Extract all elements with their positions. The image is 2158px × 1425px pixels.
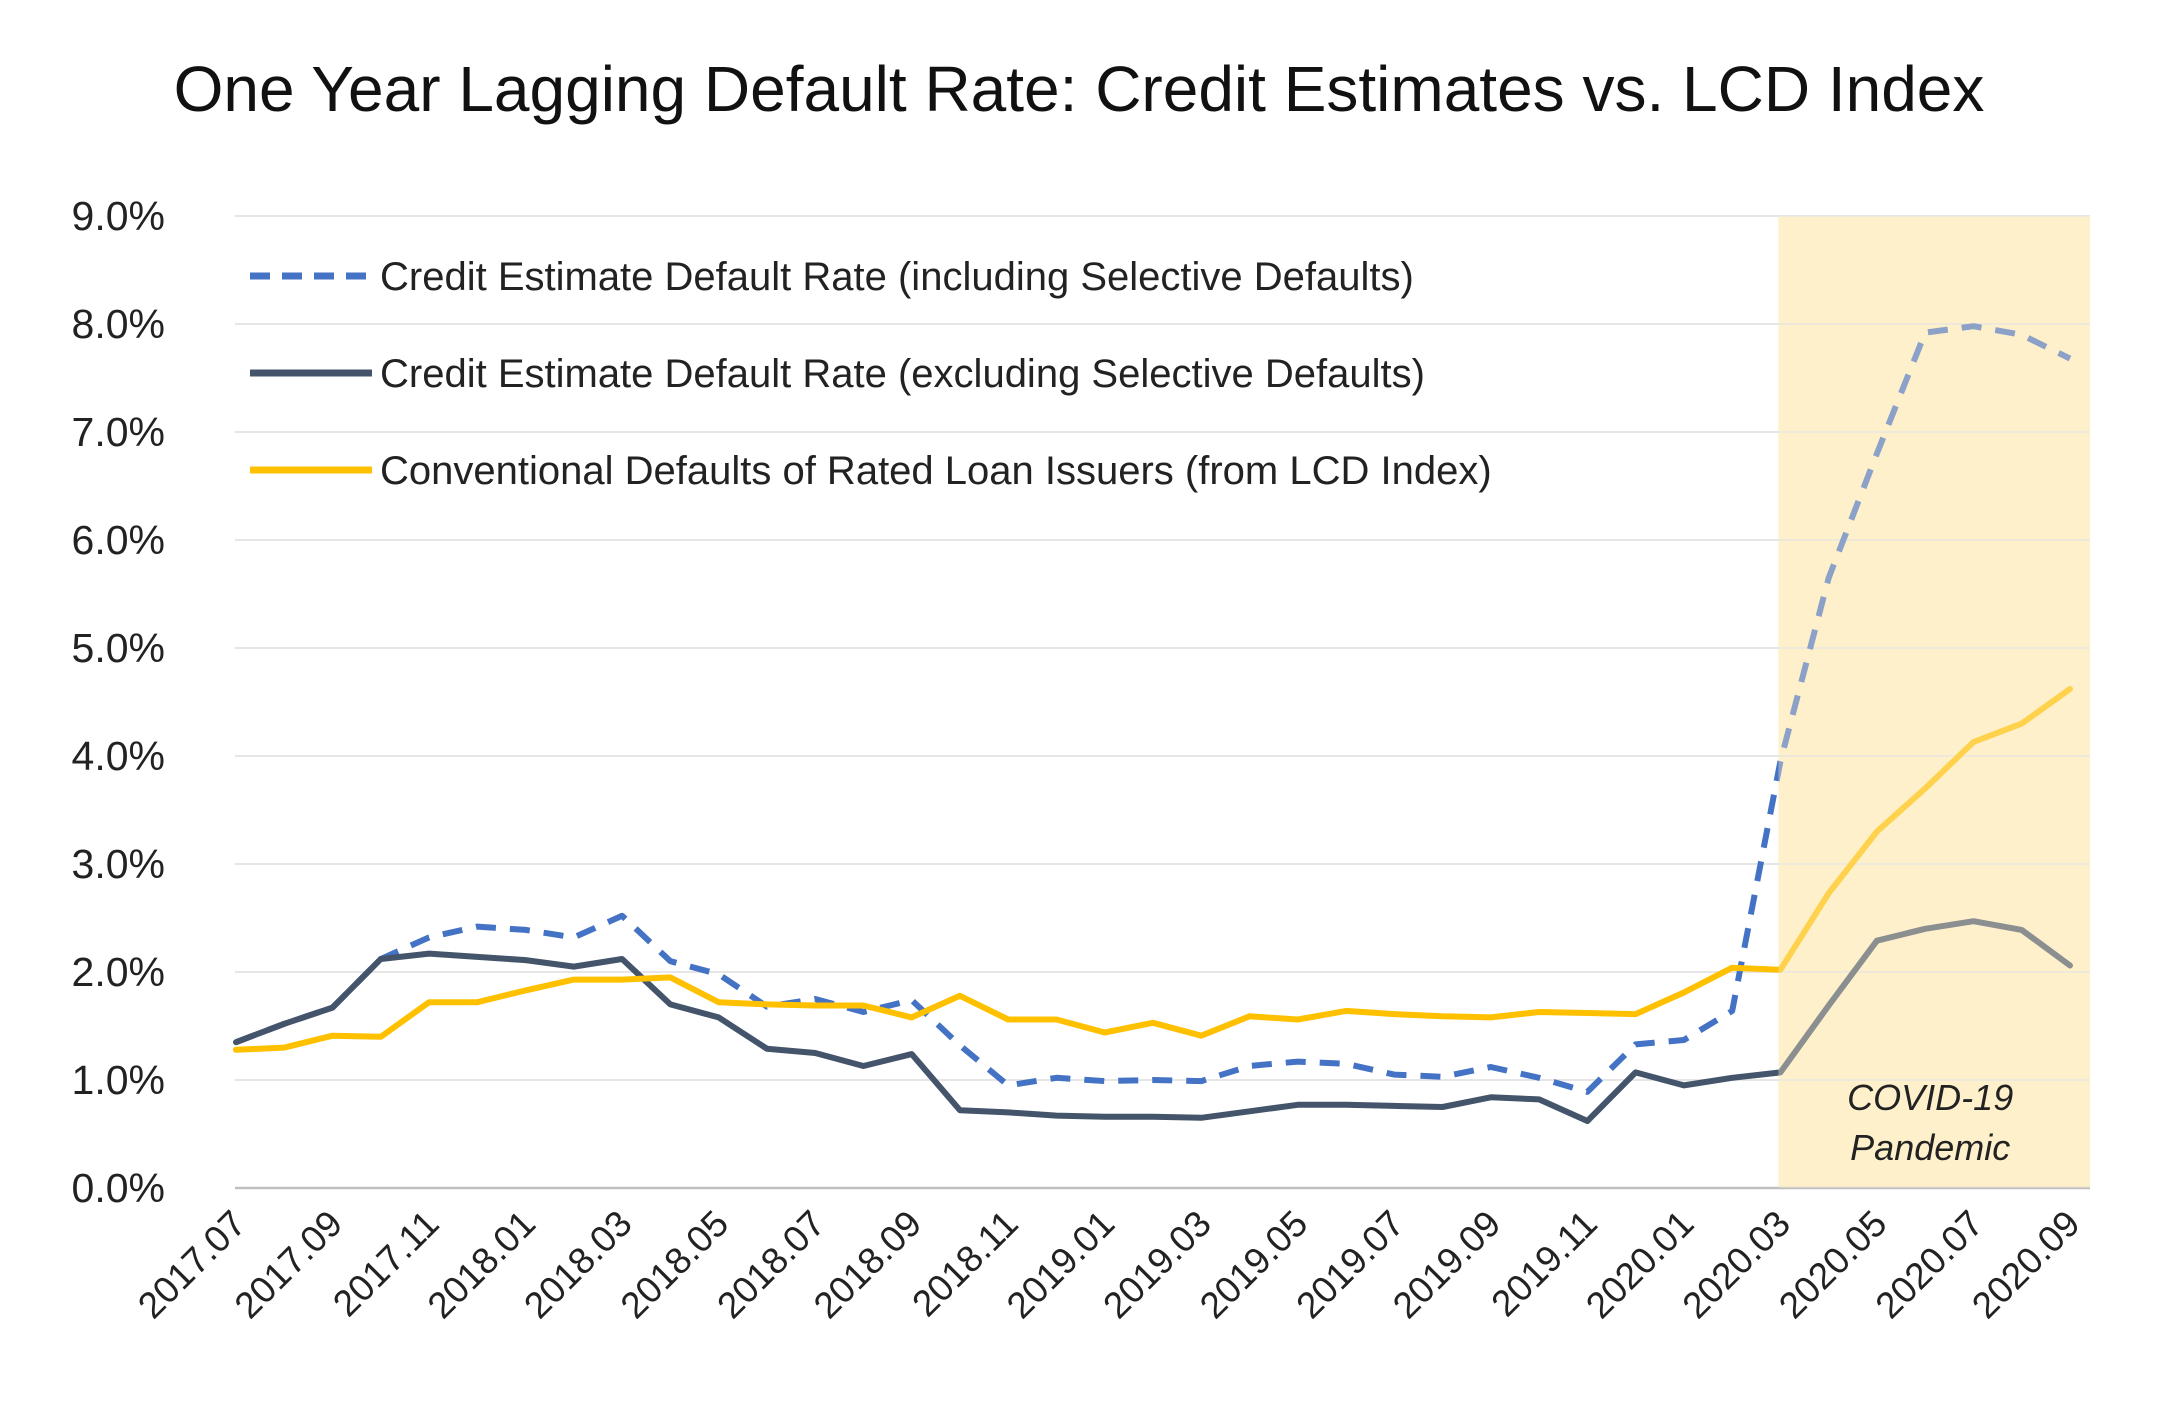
series-line-3	[233, 686, 2073, 1053]
annotation-label: COVID-19	[1847, 1077, 2013, 1118]
annotation-label: Pandemic	[1850, 1127, 2010, 1168]
x-tick-label: 2020.07	[1868, 1203, 1992, 1327]
legend-label: Credit Estimate Default Rate (including …	[380, 255, 1414, 299]
y-tick-label: 1.0%	[72, 1057, 165, 1103]
x-tick-label: 2018.03	[516, 1203, 640, 1327]
x-tick-label: 2018.09	[806, 1203, 930, 1327]
y-tick-label: 6.0%	[72, 517, 165, 563]
x-tick-labels: 2017.072017.092017.112018.012018.032018.…	[130, 1203, 2088, 1327]
x-tick-label: 2018.01	[420, 1203, 544, 1327]
x-tick-label: 2018.07	[709, 1203, 833, 1327]
series-line-2	[233, 918, 2073, 1124]
legend-label: Credit Estimate Default Rate (excluding …	[380, 352, 1425, 396]
gridlines	[235, 215, 2090, 1081]
y-tick-label: 3.0%	[72, 841, 165, 887]
shaded-region	[1778, 216, 2090, 1188]
x-tick-label: 2020.03	[1675, 1203, 1799, 1327]
shaded-region-layer	[1778, 216, 2090, 1188]
y-tick-label: 8.0%	[72, 301, 165, 347]
y-tick-label: 7.0%	[72, 409, 165, 455]
x-tick-label: 2020.01	[1578, 1203, 1702, 1327]
y-tick-label: 4.0%	[72, 733, 165, 779]
chart-title: One Year Lagging Default Rate: Credit Es…	[173, 53, 1985, 125]
shaded-region-overlay	[1778, 216, 2090, 1188]
x-tick-label: 2019.01	[999, 1203, 1123, 1327]
y-tick-label: 0.0%	[72, 1165, 165, 1211]
y-tick-label: 2.0%	[72, 949, 165, 995]
y-tick-label: 9.0%	[72, 193, 165, 239]
legend: Credit Estimate Default Rate (including …	[250, 255, 1492, 493]
x-tick-label: 2017.07	[130, 1203, 254, 1327]
x-tick-label: 2019.05	[1192, 1203, 1316, 1327]
x-tick-label: 2020.05	[1771, 1203, 1895, 1327]
x-tick-label: 2018.05	[613, 1203, 737, 1327]
shaded-region-overlay	[1778, 216, 2090, 1188]
annotation: COVID-19 Pandemic	[1847, 1077, 2013, 1168]
legend-label: Conventional Defaults of Rated Loan Issu…	[380, 449, 1492, 493]
x-tick-label: 2019.07	[1288, 1203, 1412, 1327]
x-tick-label: 2020.09	[1964, 1203, 2088, 1327]
series-line-1	[234, 323, 2072, 1095]
y-tick-labels: 0.0% 1.0% 2.0% 3.0% 4.0% 5.0% 6.0% 7.0% 8.0% 9.0%	[72, 193, 165, 1211]
series-lines	[233, 323, 2073, 1124]
x-tick-label: 2017.09	[227, 1203, 351, 1327]
y-tick-label: 5.0%	[72, 625, 165, 671]
x-tick-label: 2019.09	[1385, 1203, 1509, 1327]
x-tick-label: 2019.03	[1095, 1203, 1219, 1327]
